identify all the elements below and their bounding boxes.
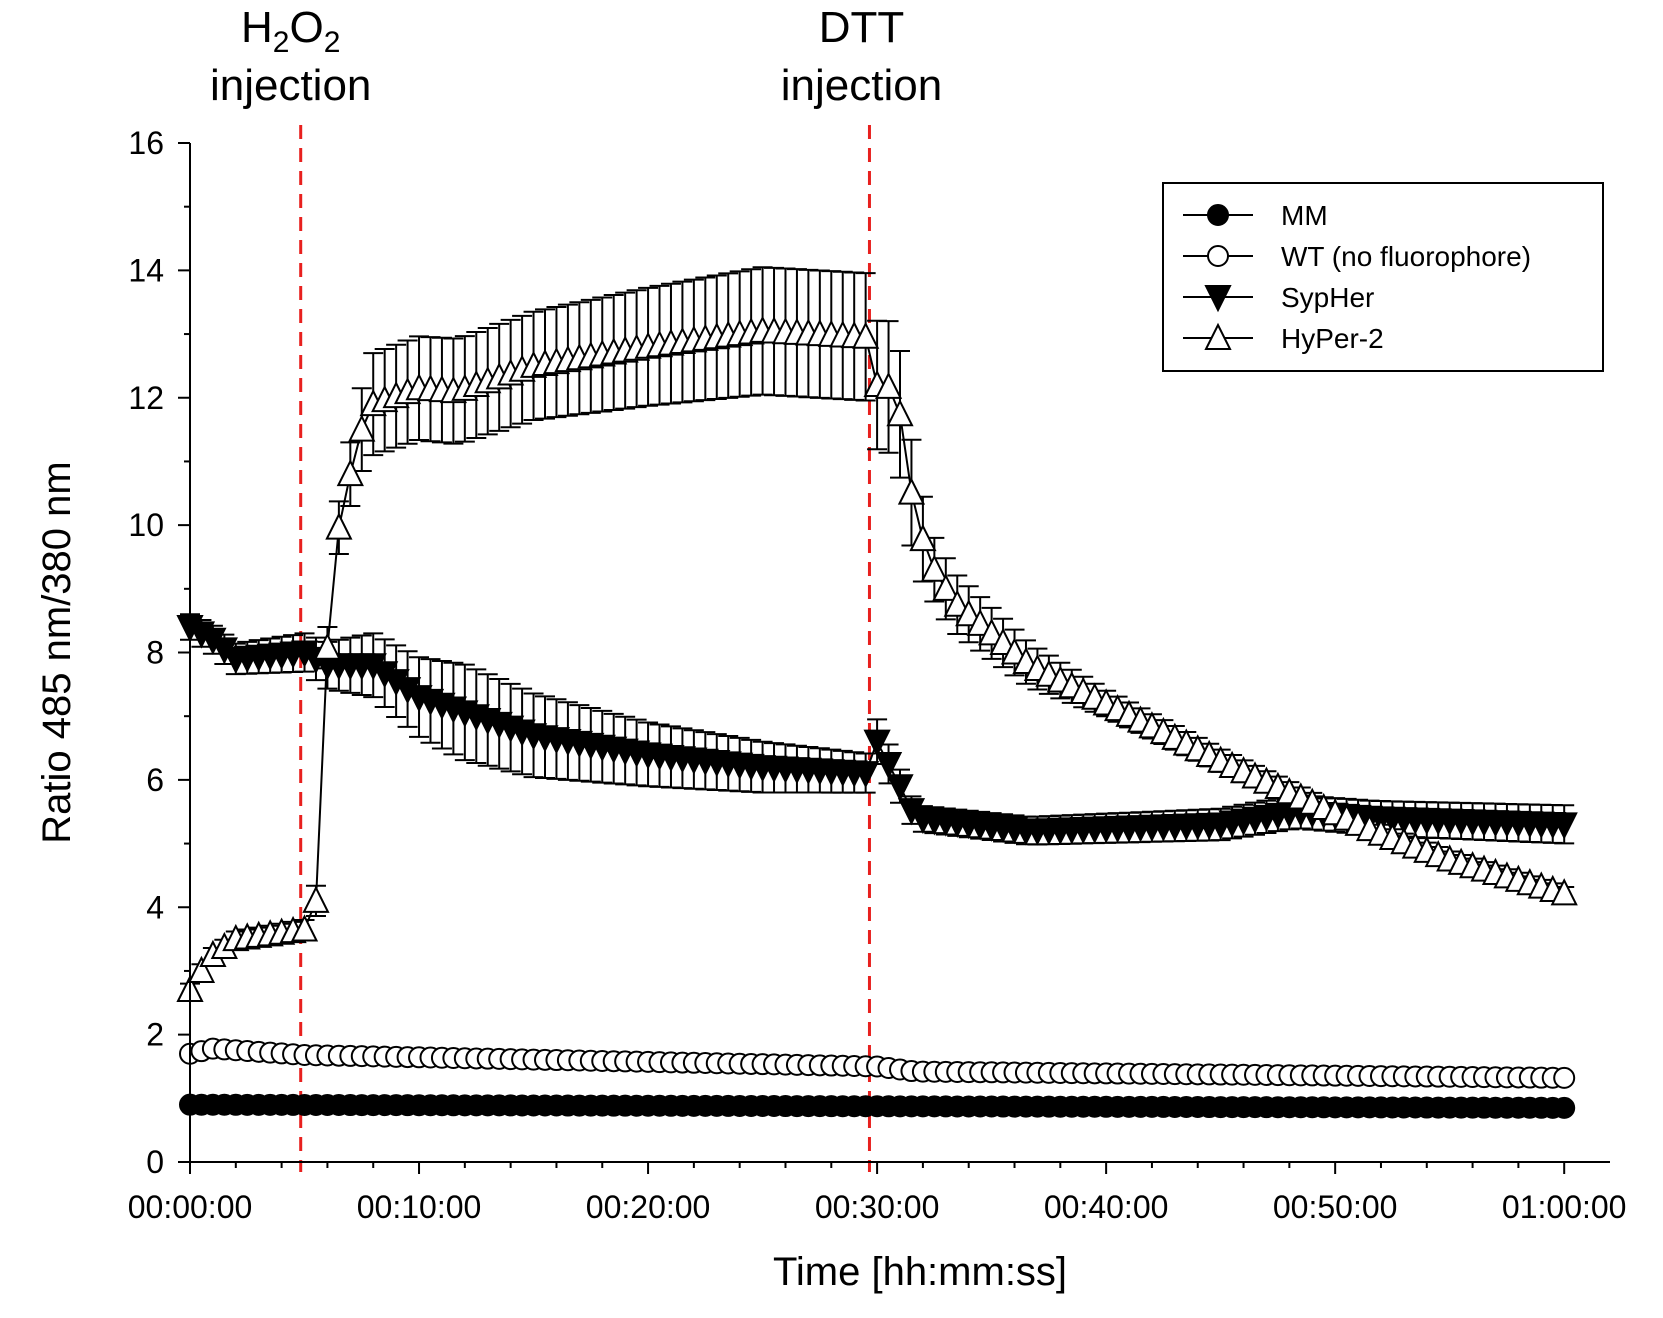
data-point <box>966 608 994 636</box>
legend-layer: MM WT (no fluorophore) SypHer HyPer-2 <box>1162 182 1604 372</box>
data-point <box>977 618 1006 646</box>
y-tick-label: 4 <box>146 889 164 925</box>
x-tick-label: 00:50:00 <box>1273 1189 1398 1225</box>
data-point <box>336 458 364 487</box>
data-point <box>920 554 948 582</box>
axes-layer: 0 2 4 6 8 10 12 14 16 00:00:00 00:10:00 00:20:00 00:… <box>128 125 1627 1225</box>
h2o2-label: H2O2 <box>241 3 340 59</box>
data-point <box>1553 1096 1576 1119</box>
y-tick-label: 14 <box>128 252 164 288</box>
y-tick-label: 6 <box>146 762 164 798</box>
legend-marker <box>1204 285 1232 313</box>
data-point <box>1550 812 1578 840</box>
data-point <box>1553 1066 1576 1089</box>
legend-label: MM <box>1281 200 1328 231</box>
data-point <box>325 512 353 540</box>
data-point <box>955 599 983 627</box>
data-point <box>943 589 971 617</box>
x-tick-label: 01:00:00 <box>1502 1189 1627 1225</box>
legend-marker <box>1204 322 1232 350</box>
legend-item: MM <box>1183 200 1328 231</box>
y-tick-label: 8 <box>146 635 164 671</box>
y-tick-label: 10 <box>128 507 164 543</box>
data-point <box>886 774 914 802</box>
series-layer <box>176 266 1578 1119</box>
h2o2-injection-label: injection <box>210 61 371 110</box>
data-point <box>302 885 330 913</box>
legend-label: WT (no fluorophore) <box>1281 241 1531 272</box>
data-point <box>1550 878 1578 906</box>
legend-item: SypHer <box>1183 282 1374 313</box>
data-point <box>886 399 914 427</box>
legend-marker <box>1207 204 1229 226</box>
y-tick-label: 16 <box>128 125 164 161</box>
data-point <box>932 573 960 601</box>
text-layer: Time [hh:mm:ss]Ratio 485 nm/380 nmH2O2in… <box>35 3 1067 1294</box>
dtt-injection-label: injection <box>781 61 942 110</box>
series-mm <box>179 1093 1576 1119</box>
y-tick-label: 0 <box>146 1144 164 1180</box>
x-tick-label: 00:40:00 <box>1044 1189 1169 1225</box>
legend-item: HyPer-2 <box>1183 322 1384 354</box>
data-point <box>313 632 342 660</box>
subscript-text: 2 <box>324 26 341 59</box>
y-axis-title: Ratio 485 nm/380 nm <box>35 461 79 843</box>
legend-marker <box>1207 245 1229 267</box>
series-hyper-2 <box>176 266 1578 1003</box>
subscript-text: 2 <box>273 26 290 59</box>
data-point <box>897 477 926 505</box>
data-point <box>874 371 903 399</box>
x-tick-label: 00:20:00 <box>586 1189 711 1225</box>
x-tick-label: 00:30:00 <box>815 1189 940 1225</box>
data-point <box>863 729 891 757</box>
x-tick-label: 00:10:00 <box>357 1189 482 1225</box>
data-point <box>187 955 216 983</box>
legend-label: HyPer-2 <box>1281 323 1384 354</box>
legend-label: SypHer <box>1281 282 1374 313</box>
data-point <box>989 627 1017 655</box>
y-tick-label: 12 <box>128 380 164 416</box>
data-point <box>874 751 903 780</box>
series-sypher <box>176 613 1578 846</box>
data-point <box>348 414 376 442</box>
y-tick-label: 2 <box>146 1017 164 1053</box>
label-text: O <box>289 3 323 52</box>
x-tick-label: 00:00:00 <box>128 1189 253 1225</box>
data-point <box>1000 637 1029 665</box>
x-axis-title: Time [hh:mm:ss] <box>773 1250 1067 1294</box>
data-point <box>852 761 880 789</box>
legend-item: WT (no fluorophore) <box>1183 241 1531 272</box>
data-point <box>909 523 937 552</box>
data-point <box>290 914 319 942</box>
series-wt-no-fluorophore <box>179 1037 1576 1089</box>
dtt-label: DTT <box>819 3 905 52</box>
label-text: H <box>241 3 273 52</box>
data-point <box>852 321 880 349</box>
event-lines-layer <box>299 125 871 1172</box>
